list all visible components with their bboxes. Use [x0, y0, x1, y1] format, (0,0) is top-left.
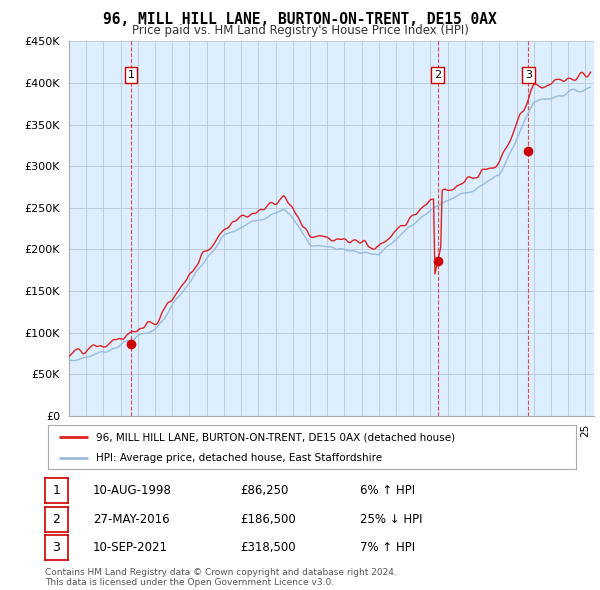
- Text: 7% ↑ HPI: 7% ↑ HPI: [360, 541, 415, 554]
- Text: 1: 1: [128, 70, 134, 80]
- Text: HPI: Average price, detached house, East Staffordshire: HPI: Average price, detached house, East…: [95, 453, 382, 463]
- Text: 3: 3: [52, 541, 61, 554]
- Text: 10-SEP-2021: 10-SEP-2021: [93, 541, 168, 554]
- Text: £186,500: £186,500: [240, 513, 296, 526]
- Text: 3: 3: [525, 70, 532, 80]
- Text: £318,500: £318,500: [240, 541, 296, 554]
- Text: 2: 2: [434, 70, 441, 80]
- Text: 96, MILL HILL LANE, BURTON-ON-TRENT, DE15 0AX (detached house): 96, MILL HILL LANE, BURTON-ON-TRENT, DE1…: [95, 432, 455, 442]
- Text: 96, MILL HILL LANE, BURTON-ON-TRENT, DE15 0AX: 96, MILL HILL LANE, BURTON-ON-TRENT, DE1…: [103, 12, 497, 27]
- Text: 25% ↓ HPI: 25% ↓ HPI: [360, 513, 422, 526]
- Text: £86,250: £86,250: [240, 484, 289, 497]
- Text: 2: 2: [52, 513, 61, 526]
- Text: 10-AUG-1998: 10-AUG-1998: [93, 484, 172, 497]
- Text: Price paid vs. HM Land Registry's House Price Index (HPI): Price paid vs. HM Land Registry's House …: [131, 24, 469, 37]
- Text: Contains HM Land Registry data © Crown copyright and database right 2024.
This d: Contains HM Land Registry data © Crown c…: [45, 568, 397, 587]
- Text: 1: 1: [52, 484, 61, 497]
- Text: 6% ↑ HPI: 6% ↑ HPI: [360, 484, 415, 497]
- Text: 27-MAY-2016: 27-MAY-2016: [93, 513, 170, 526]
